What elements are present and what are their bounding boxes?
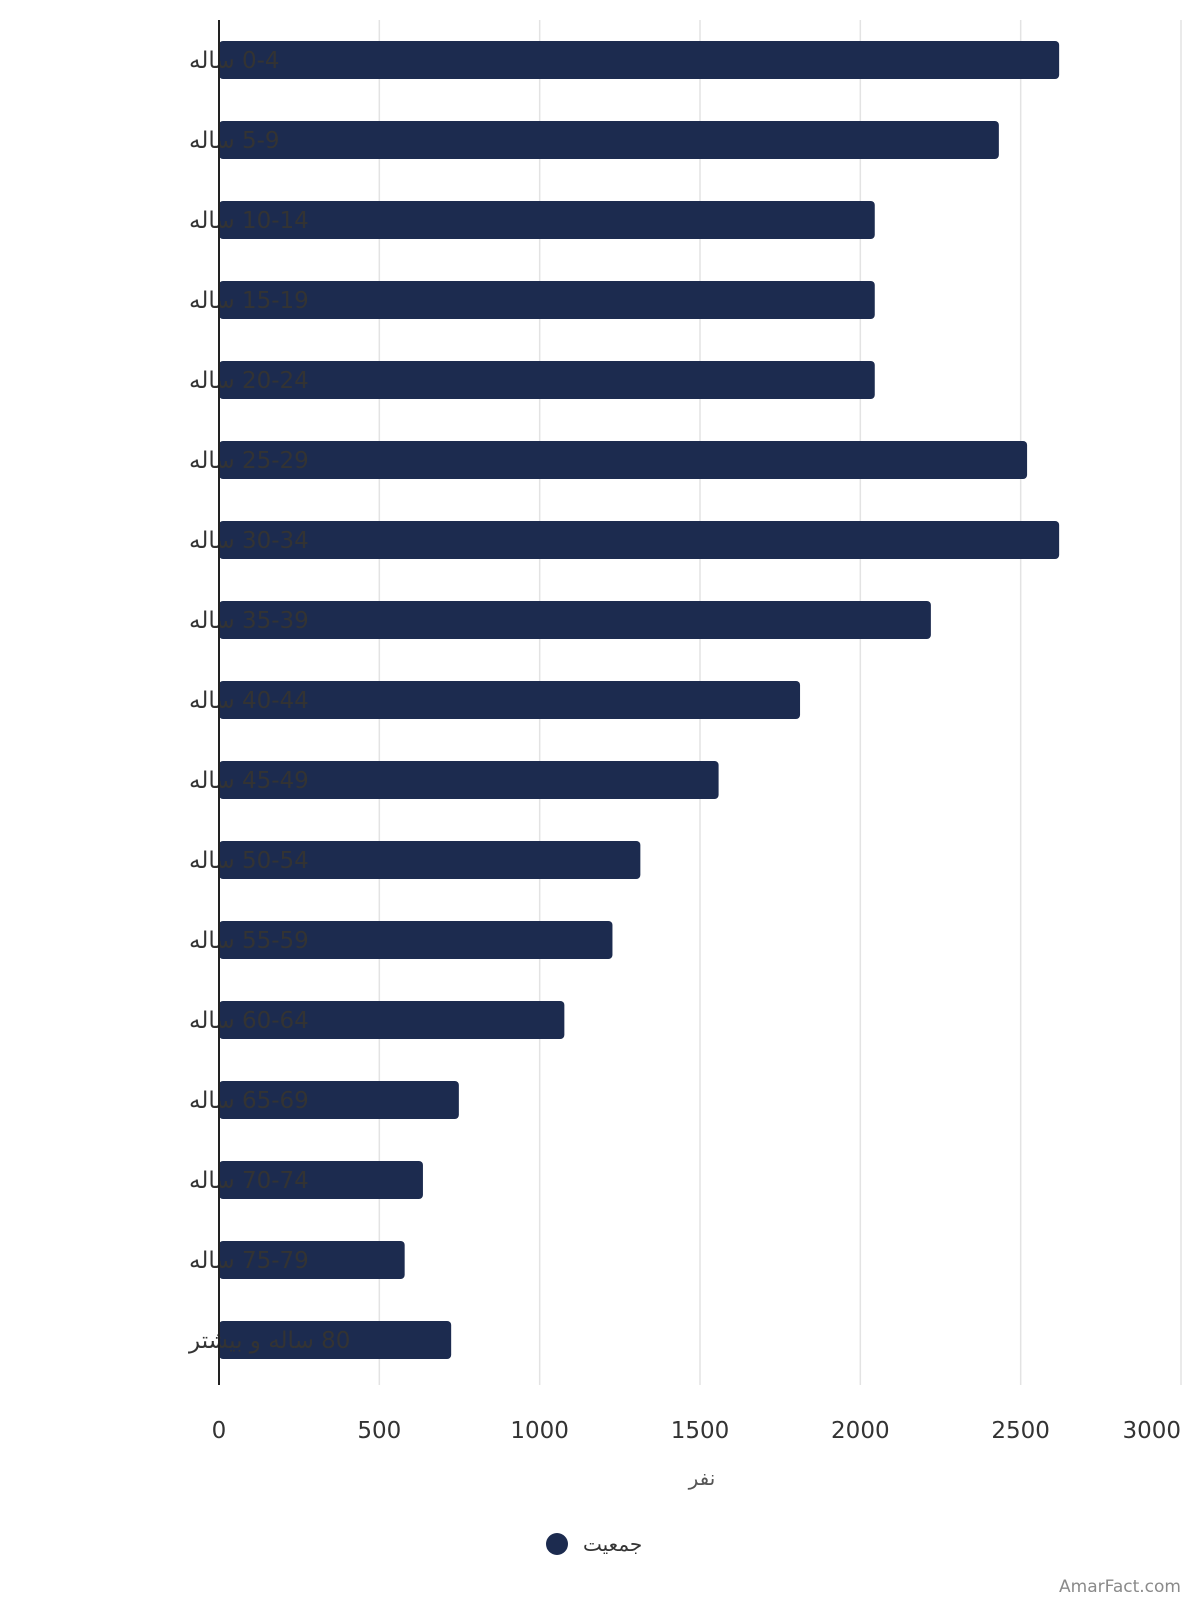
category-label: 60-64 ساله: [189, 1008, 309, 1034]
category-label: 70-74 ساله: [189, 1168, 309, 1194]
bar[interactable]: [219, 761, 719, 799]
x-tick-label: 2500: [991, 1418, 1050, 1444]
bar[interactable]: [219, 121, 999, 159]
bar[interactable]: [219, 1001, 565, 1039]
category-label: 40-44 ساله: [189, 688, 309, 714]
x-tick-label: 1000: [510, 1418, 569, 1444]
bar[interactable]: [219, 41, 1060, 79]
x-tick-label: 1500: [671, 1418, 730, 1444]
category-labels: 0-4 ساله 5-9 ساله 10-14 ساله 15-19 ساله 20-2…: [188, 48, 350, 1354]
legend-label: جمعیت: [583, 1532, 642, 1556]
category-label: 55-59 ساله: [189, 928, 309, 954]
bar[interactable]: [219, 1081, 459, 1119]
x-tick-label: 500: [357, 1418, 401, 1444]
bar[interactable]: [219, 1321, 452, 1359]
bar[interactable]: [219, 201, 875, 239]
bar[interactable]: [219, 281, 875, 319]
bar[interactable]: [219, 1241, 405, 1279]
x-tick-label: 0: [212, 1418, 227, 1444]
bar[interactable]: [219, 1161, 423, 1199]
category-label: 45-49 ساله: [189, 768, 309, 794]
category-label: 15-19 ساله: [189, 288, 309, 314]
legend-marker: [546, 1533, 568, 1555]
category-label: 0-4 ساله: [189, 48, 280, 74]
bar[interactable]: [219, 361, 875, 399]
x-axis-title: نفر: [688, 1466, 716, 1490]
bar[interactable]: [219, 601, 931, 639]
category-label: 35-39 ساله: [189, 608, 309, 634]
category-label: 30-34 ساله: [189, 528, 309, 554]
bar[interactable]: [219, 441, 1028, 479]
category-label: 50-54 ساله: [189, 848, 309, 874]
category-label: 80 ساله و بیشتر: [188, 1328, 350, 1354]
bar[interactable]: [219, 921, 613, 959]
category-label: 65-69 ساله: [189, 1088, 309, 1114]
watermark: AmarFact.com: [1059, 1577, 1181, 1597]
category-label: 5-9 ساله: [189, 128, 280, 154]
bar[interactable]: [219, 681, 801, 719]
bar[interactable]: [219, 841, 641, 879]
category-label: 20-24 ساله: [189, 368, 309, 394]
bars: [219, 41, 1060, 1359]
legend[interactable]: جمعیت: [546, 1532, 642, 1556]
category-label: 10-14 ساله: [189, 208, 309, 234]
category-label: 25-29 ساله: [189, 448, 309, 474]
x-tick-label: 2000: [831, 1418, 890, 1444]
x-tick-label: 3000: [1122, 1418, 1181, 1444]
bar[interactable]: [219, 521, 1060, 559]
x-tick-labels: 0 500 1000 1500 2000 2500 3000: [212, 1418, 1181, 1444]
category-label: 75-79 ساله: [189, 1248, 309, 1274]
